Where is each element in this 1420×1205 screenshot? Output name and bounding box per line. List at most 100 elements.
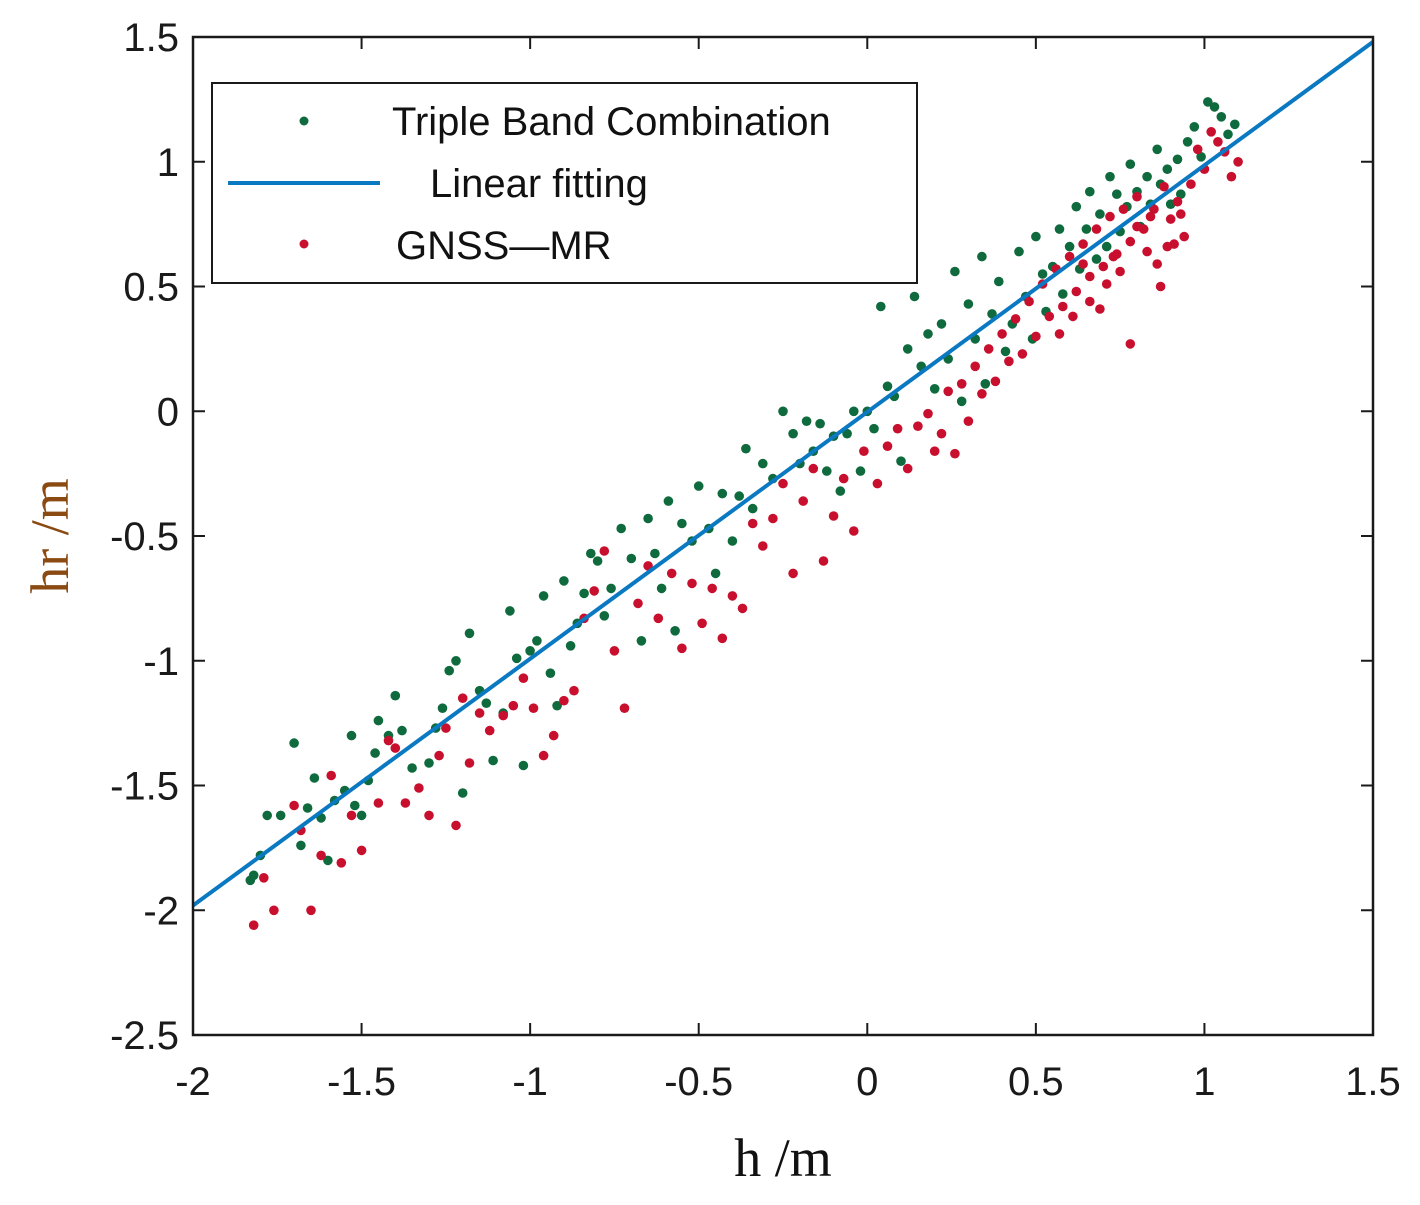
triple-band-point [606, 583, 616, 594]
triple-band-point [1054, 224, 1065, 234]
triple-band-point [987, 309, 997, 319]
triple-band-point [869, 423, 879, 434]
gnss-mr-point [1115, 266, 1125, 277]
gnss-mr-point [414, 783, 424, 793]
triple-band-point [579, 588, 589, 599]
triple-band-point [1142, 171, 1152, 182]
triple-band-point [849, 406, 859, 417]
gnss-mr-point [950, 448, 960, 459]
y-tick-label: -1 [143, 640, 179, 684]
gnss-mr-point [1085, 271, 1095, 282]
triple-band-point [444, 665, 455, 676]
gnss-mr-point [778, 478, 788, 489]
triple-band-point [788, 428, 798, 439]
gnss-mr-point [559, 695, 569, 706]
series-layer [245, 97, 1243, 930]
triple-band-point [1058, 289, 1068, 299]
gnss-mr-point [666, 568, 677, 579]
triple-band-point [710, 568, 721, 579]
triple-band-point [505, 606, 515, 616]
triple-band-point [356, 810, 367, 821]
triple-band-point [532, 636, 542, 646]
gnss-mr-point [707, 583, 717, 594]
gnss-mr-point [259, 873, 269, 883]
gnss-mr-point [1125, 339, 1136, 349]
triple-band-point [1189, 122, 1200, 132]
triple-band-point [309, 773, 320, 783]
y-tick-label: -2 [143, 889, 179, 933]
gnss-mr-point [1233, 157, 1243, 167]
triple-band-point [1095, 209, 1105, 219]
triple-band-point [758, 458, 768, 469]
triple-band-point [397, 725, 407, 736]
triple-band-point [538, 591, 549, 601]
triple-band-point [734, 491, 744, 501]
triple-band-point [451, 656, 461, 666]
x-tick-label: 0 [856, 1060, 878, 1104]
y-tick-label: 0.5 [123, 266, 179, 310]
gnss-mr-point [1068, 311, 1078, 322]
gnss-mr-point [902, 463, 913, 474]
triple-band-point [1176, 189, 1186, 199]
gnss-mr-point [269, 905, 279, 916]
legend: Triple Band Combination Linear fitting G… [211, 82, 918, 284]
triple-band-point [488, 755, 498, 766]
x-axis-title: h /m [734, 1128, 832, 1188]
triple-band-point [552, 700, 562, 711]
legend-marker-triple-band [299, 116, 309, 126]
gnss-mr-point [1226, 171, 1237, 182]
triple-band-point [923, 329, 933, 339]
triple-band-point [1182, 137, 1193, 147]
triple-band-point [390, 690, 401, 701]
gnss-mr-point [1054, 329, 1065, 339]
triple-band-point [262, 810, 273, 821]
triple-band-point [1014, 246, 1024, 257]
y-tick-label: 0 [157, 390, 179, 434]
gnss-mr-point [798, 496, 808, 506]
gnss-mr-point [1058, 301, 1068, 312]
triple-band-point [677, 518, 687, 529]
gnss-mr-point [569, 685, 579, 696]
gnss-mr-point [434, 750, 444, 761]
triple-band-point [275, 810, 286, 821]
triple-band-point [525, 646, 535, 656]
gnss-mr-point [316, 850, 326, 861]
gnss-mr-point [1017, 349, 1028, 359]
triple-band-point [1223, 129, 1233, 140]
gnss-mr-point [1071, 286, 1082, 297]
gnss-mr-point [1149, 204, 1159, 214]
triple-band-point [424, 758, 434, 768]
triple-band-point [1085, 186, 1095, 197]
plot-area [193, 40, 1373, 930]
triple-band-point [1230, 119, 1240, 130]
gnss-mr-point [356, 845, 367, 856]
triple-band-point [545, 668, 556, 678]
y-axis-title: hr /m [20, 478, 80, 594]
gnss-mr-point [1078, 239, 1088, 249]
triple-band-point [626, 553, 637, 564]
triple-band-point [599, 611, 610, 621]
gnss-mr-point [808, 463, 819, 474]
triple-band-point [815, 418, 825, 429]
gnss-mr-point [248, 920, 259, 930]
gnss-mr-point [828, 511, 839, 521]
gnss-mr-point [1165, 214, 1176, 224]
gnss-mr-point [1152, 259, 1162, 269]
triple-band-point [373, 715, 384, 726]
gnss-mr-point [424, 810, 434, 821]
gnss-mr-point [1186, 179, 1196, 189]
gnss-mr-point [1142, 246, 1152, 257]
gnss-mr-point [599, 546, 610, 556]
gnss-mr-point [1105, 211, 1115, 222]
gnss-mr-point [1213, 137, 1223, 147]
gnss-mr-point [498, 710, 509, 721]
triple-band-point [636, 636, 647, 646]
gnss-mr-point [872, 478, 883, 489]
gnss-mr-point [609, 646, 620, 656]
gnss-mr-point [1085, 296, 1095, 307]
triple-band-point [956, 396, 967, 407]
triple-band-point [977, 251, 987, 262]
gnss-mr-point [882, 441, 893, 452]
triple-band-point [727, 536, 738, 546]
gnss-mr-point [990, 376, 1001, 387]
